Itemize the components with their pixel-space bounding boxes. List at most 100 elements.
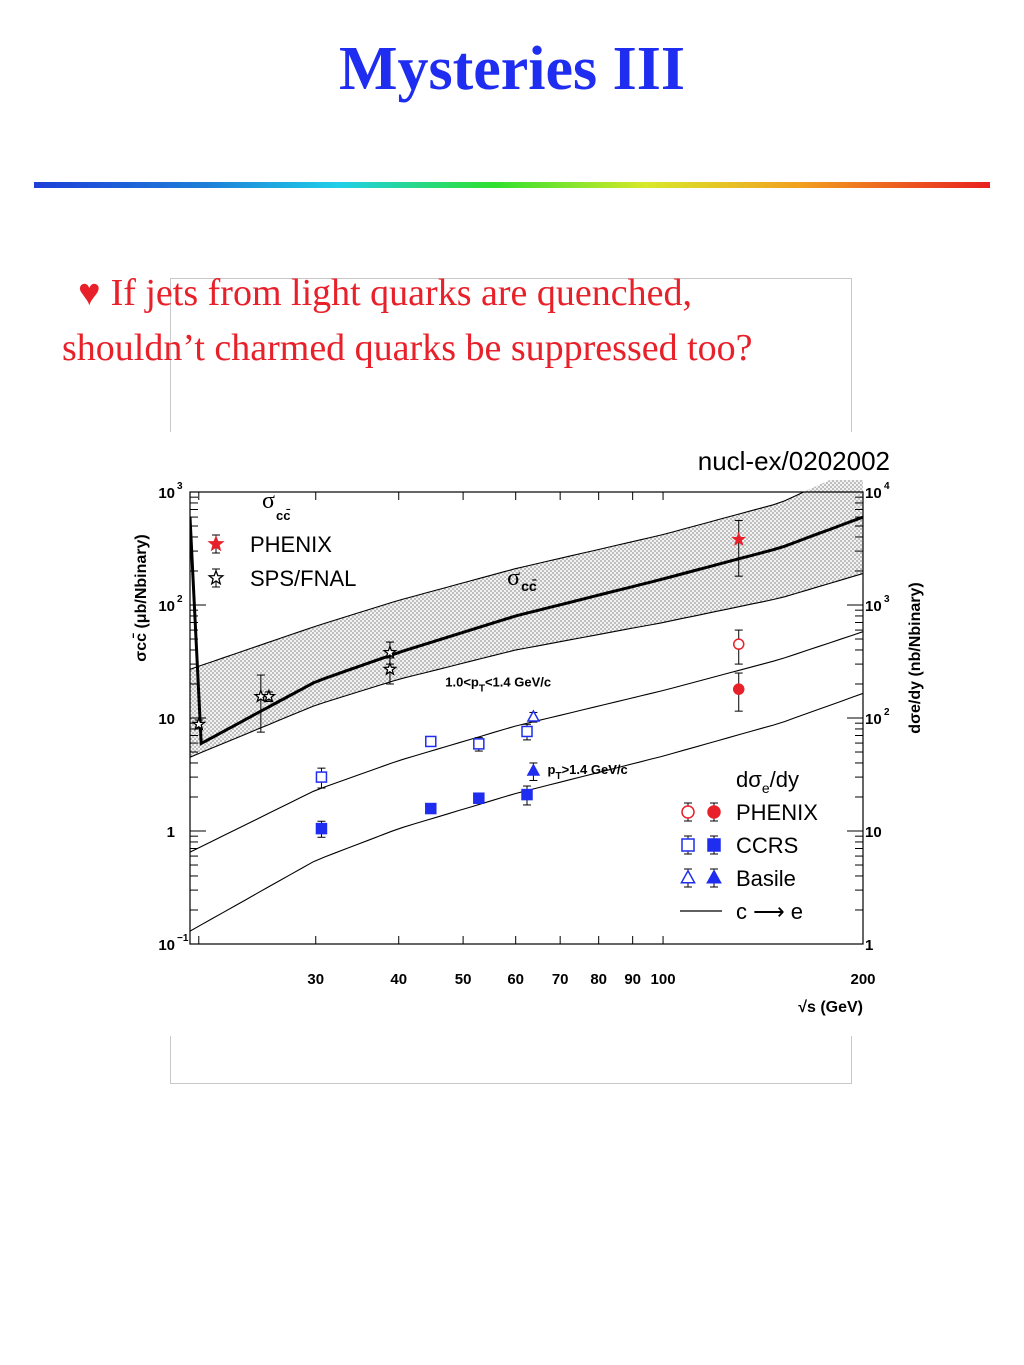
data-point-4-0 — [315, 767, 328, 789]
marker-square-open — [315, 771, 328, 783]
annotation-pt_low: 1.0<pT<1.4 GeV/c — [445, 675, 551, 695]
theory-curve-3 — [190, 631, 863, 853]
y-tick-label-left-base: 10 — [158, 937, 175, 954]
data-point-0-0 — [731, 519, 747, 577]
legend-right-marker-open — [680, 869, 696, 884]
theory-curve-0 — [190, 515, 863, 746]
y-tick-label-right-base: 10 — [865, 485, 882, 502]
y-tick-label-left: 10 — [158, 711, 175, 728]
y-tick-label-right-base: 10 — [865, 711, 882, 728]
data-point-5-1 — [425, 802, 437, 815]
marker-star-filled — [731, 531, 747, 546]
x-axis-label: √s (GeV) — [798, 999, 863, 1016]
data-point-1-0 — [191, 716, 207, 731]
theory-curve-1 — [190, 492, 805, 670]
marker-square-open — [473, 738, 485, 750]
annotation-sub: cc̄ — [521, 577, 537, 594]
annotation-text: 1.0<pT<1.4 GeV/c — [445, 675, 551, 695]
y-tick-label-left: 1 — [167, 824, 175, 841]
marker-square-filled — [521, 788, 533, 801]
marker-star-open — [261, 688, 277, 703]
y-tick-label-right-base: 10 — [865, 598, 882, 615]
annotation-sigma_band: σ cc̄ — [507, 565, 537, 594]
x-tick-label: 90 — [624, 971, 641, 988]
legend-right-entry: PHENIX — [736, 800, 818, 825]
theory-curve-2 — [190, 572, 863, 758]
y-tick-label-right-base: 10 — [865, 824, 882, 841]
y-tick-label-right-exp: 3 — [884, 594, 890, 605]
legend-electron: dσe/dy PHENIX CCRS Basile c ⟶ e — [680, 767, 818, 924]
x-tick-label: 70 — [552, 971, 569, 988]
data-point-4-3 — [521, 723, 533, 741]
marker-square-open — [425, 735, 437, 748]
legend-left-title-sub: cc̄ — [276, 508, 290, 523]
marker-square-filled — [315, 822, 328, 835]
data-point-7-0 — [526, 762, 541, 781]
annotation-main: σ — [507, 565, 520, 591]
slide-title: Mysteries III — [338, 35, 686, 103]
y-tick-label-left-exp: −1 — [177, 933, 189, 944]
x-tick-label: 50 — [455, 971, 472, 988]
data-point-3-0 — [732, 672, 745, 712]
legend-right-marker-filled — [706, 869, 722, 884]
y-axis-label-right: dσe/dy (nb/Nbinary) — [907, 582, 924, 733]
legend-right-marker-filled — [707, 805, 721, 819]
data-point-6-0 — [526, 709, 541, 723]
y-tick-label-left-base: 10 — [158, 711, 175, 728]
y-tick-label-left: 10 3 — [158, 481, 183, 502]
x-tick-label: 60 — [507, 971, 524, 988]
y-tick-label-right-exp: 4 — [884, 481, 890, 492]
legend-left-title-main: σ — [262, 488, 275, 514]
data-point-5-3 — [521, 785, 533, 806]
title-divider — [34, 182, 990, 188]
marker-triangle-filled — [526, 763, 541, 776]
y-tick-label-left-exp: 2 — [177, 594, 183, 605]
data-point-5-0 — [315, 820, 328, 838]
x-tick-label: 40 — [390, 971, 407, 988]
legend-right-entry: c ⟶ e — [736, 899, 803, 924]
bullet-point: ♥ If jets from light quarks are quenched,… — [62, 266, 962, 376]
data-point-4-1 — [425, 735, 437, 748]
y-tick-label-right-exp: 2 — [884, 707, 890, 718]
y-tick-label-right: 10 4 — [865, 481, 890, 502]
y-tick-label-left-base: 10 — [158, 598, 175, 615]
legend-right-title: dσe/dy — [736, 767, 799, 796]
legend-right-marker-open — [681, 805, 695, 819]
data-point-4-2 — [473, 737, 485, 752]
y-tick-label-right-base: 1 — [865, 937, 873, 954]
y-tick-label-right: 1 — [865, 937, 873, 954]
data-point-5-2 — [473, 792, 485, 804]
y-tick-label-left-base: 10 — [158, 485, 175, 502]
y-axis-label-left: σcc̄ (μb/Nbinary) — [131, 534, 150, 661]
marker-circle-open — [732, 638, 745, 650]
uncertainty-band — [190, 480, 863, 758]
arxiv-reference: nucl-ex/0202002 — [697, 446, 890, 476]
y-tick-label-right: 10 2 — [865, 707, 890, 728]
legend-left-entry: PHENIX — [250, 532, 332, 557]
annotation-pt_high: pT>1.4 GeV/c — [548, 762, 628, 782]
x-tick-label: 200 — [850, 971, 875, 988]
y-tick-label-right: 10 — [865, 824, 882, 841]
legend-left-marker — [207, 568, 225, 586]
legend-right-entry: Basile — [736, 866, 796, 891]
legend-left-marker — [207, 534, 225, 552]
marker-square-filled — [473, 792, 485, 804]
marker-triangle-open — [526, 709, 541, 722]
y-tick-label-left: 10 −1 — [158, 933, 189, 954]
y-tick-label-left-exp: 3 — [177, 481, 183, 492]
legend-cross-section: σcc̄ PHENIX SPS/FNAL — [207, 488, 356, 591]
x-tick-label: 80 — [590, 971, 607, 988]
legend-right-marker-filled — [707, 838, 721, 852]
legend-left-entry: SPS/FNAL — [250, 566, 356, 591]
marker-square-open — [521, 725, 533, 738]
legend-right-entry: CCRS — [736, 833, 798, 858]
x-tick-label: 100 — [651, 971, 676, 988]
y-tick-label-left-base: 1 — [167, 824, 175, 841]
y-tick-label-left: 10 2 — [158, 594, 183, 615]
data-point-2-0 — [732, 629, 745, 665]
marker-star-open — [191, 716, 207, 731]
bullet-text-line-1: If jets from light quarks are quenched, — [110, 272, 692, 314]
data-point-1-2 — [261, 688, 277, 703]
bullet-text-line-2: shouldn’t charmed quarks be suppressed t… — [62, 327, 753, 369]
